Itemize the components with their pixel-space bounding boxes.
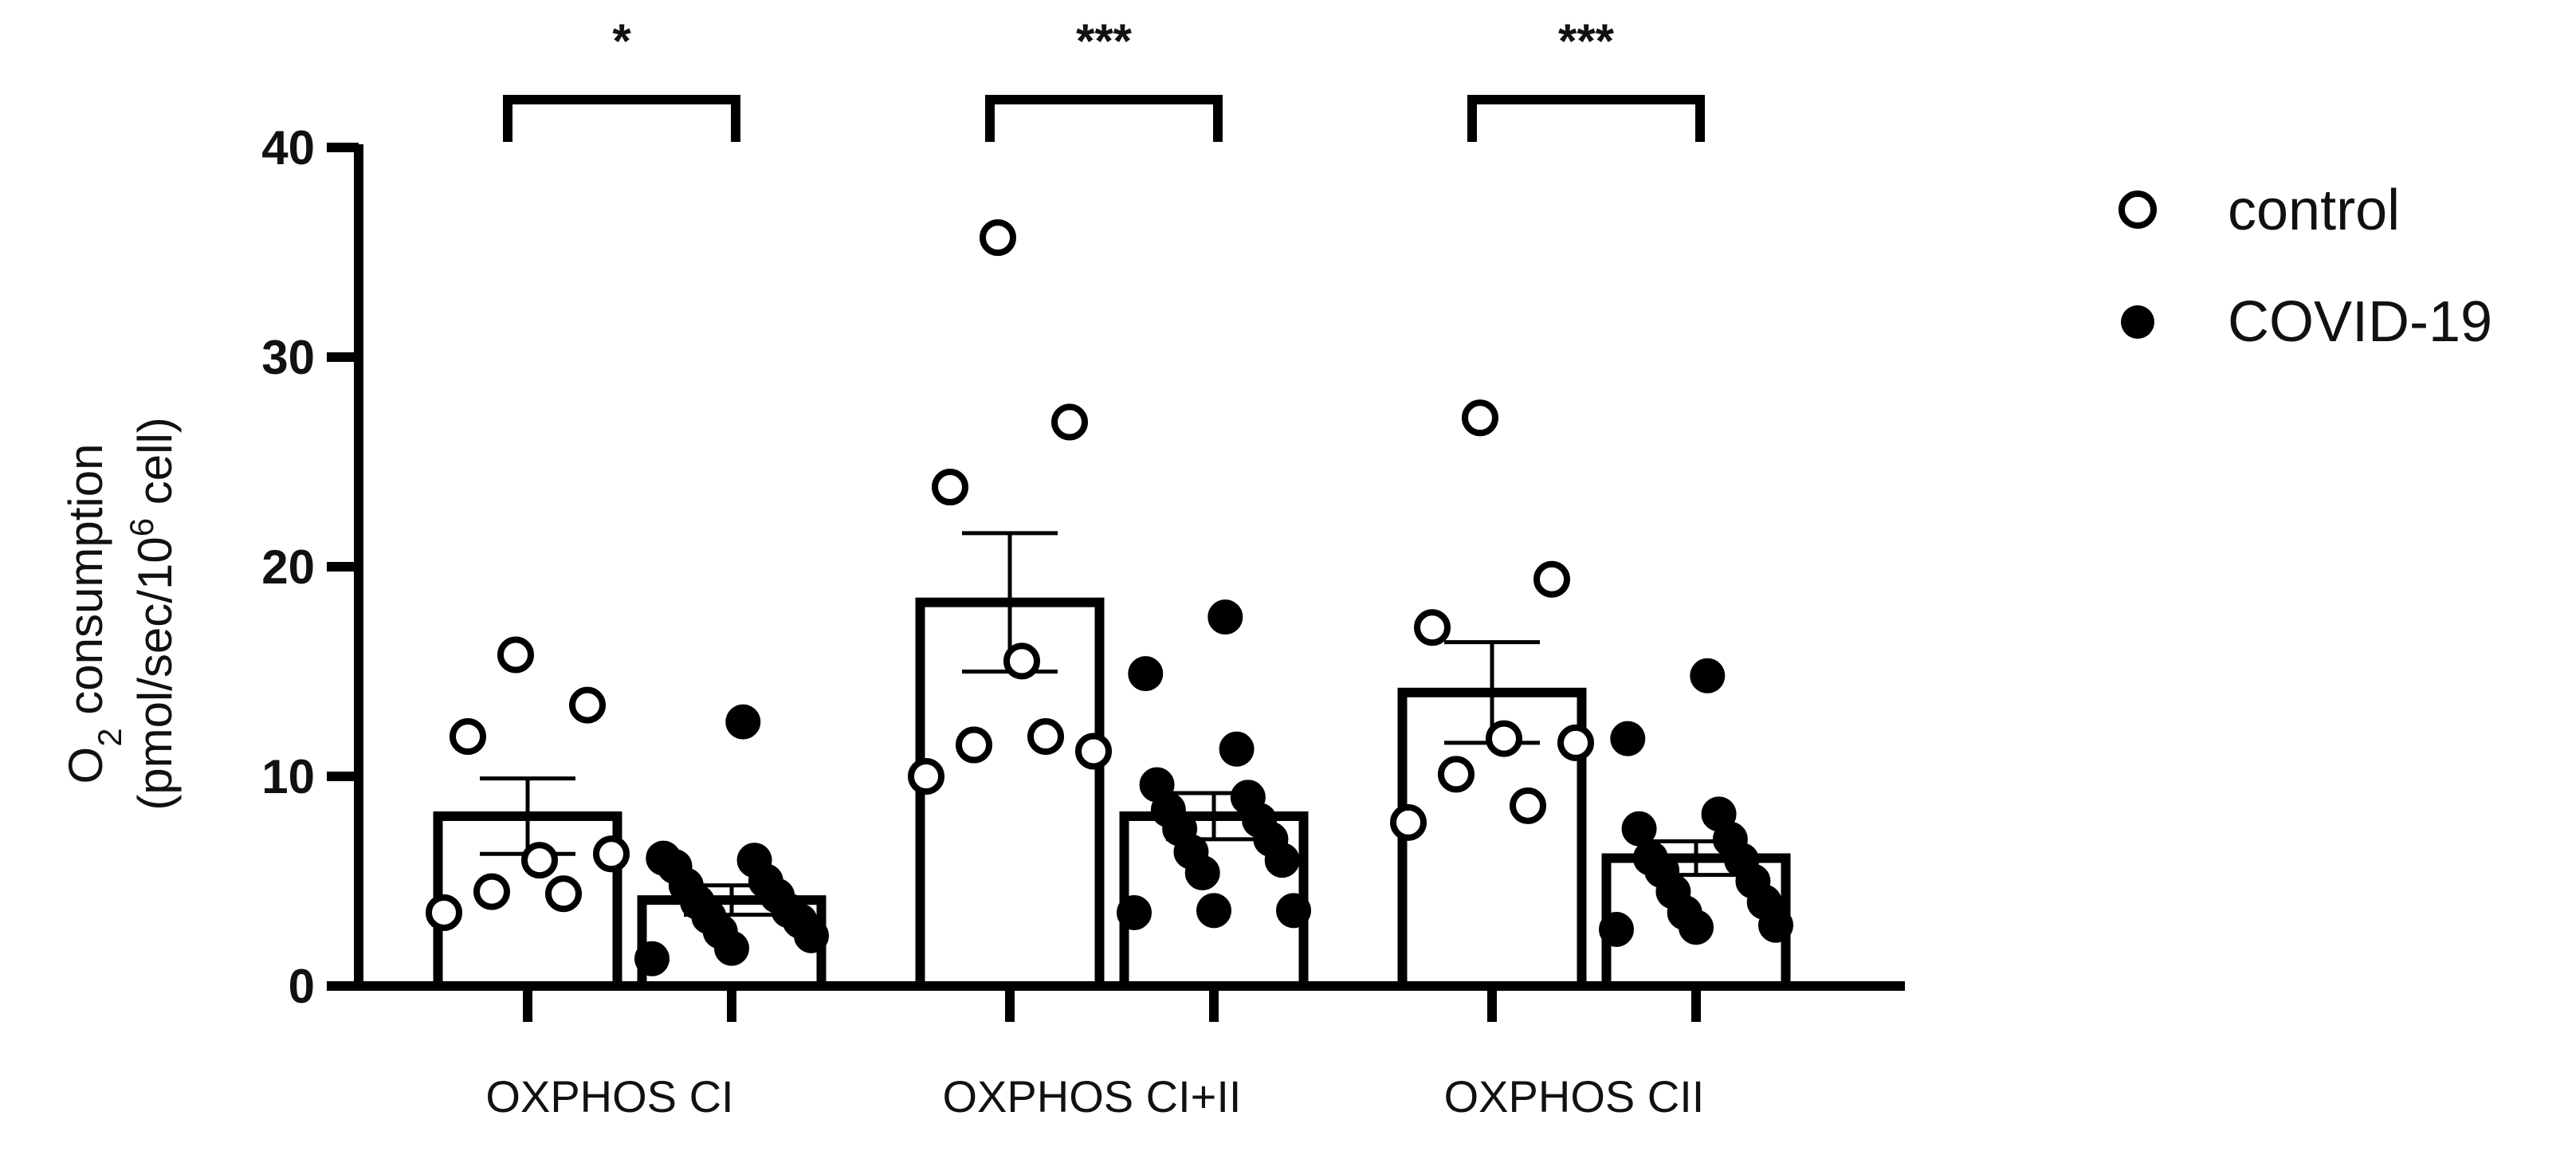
point-covid — [1701, 796, 1737, 832]
point-control — [1003, 642, 1040, 680]
y-tick-label: 10 — [261, 750, 315, 803]
point-covid — [1632, 840, 1668, 876]
point-control — [980, 219, 1016, 257]
point-control — [1462, 399, 1498, 437]
y-axis-label-line1-main: O — [59, 747, 112, 784]
point-control — [956, 726, 992, 764]
significance-bracket — [503, 95, 740, 142]
legend-marker-control — [2119, 191, 2157, 229]
point-control — [521, 842, 558, 879]
point-control — [1510, 787, 1546, 824]
bars — [433, 597, 1791, 992]
point-control — [1390, 803, 1427, 841]
data-points — [426, 219, 1793, 976]
legend-label-control: control — [2228, 179, 2400, 242]
point-control — [497, 636, 534, 674]
y-tick-label: 30 — [261, 331, 315, 384]
point-control — [1438, 756, 1475, 793]
point-control — [569, 686, 606, 724]
point-control — [545, 875, 582, 913]
point-control — [908, 758, 944, 795]
point-covid — [1219, 731, 1255, 767]
point-covid — [1621, 811, 1657, 847]
point-control — [1557, 724, 1594, 761]
point-covid — [1690, 658, 1726, 693]
y-axis-label-line2-main: (pmol/sec/10 — [128, 536, 182, 810]
x-category-label: OXPHOS CI+II — [943, 1071, 1242, 1122]
point-covid — [1117, 894, 1152, 930]
legend-marker-covid — [2121, 305, 2154, 339]
significance-bracket — [985, 95, 1223, 142]
point-covid — [1208, 599, 1243, 635]
legend-label-covid: COVID-19 — [2228, 290, 2492, 354]
point-covid — [736, 843, 772, 878]
point-control — [426, 894, 462, 931]
point-control — [473, 873, 510, 910]
significance-label: * — [612, 14, 631, 68]
significance-brackets: * *** *** — [503, 14, 1705, 142]
point-control — [450, 718, 486, 756]
point-covid — [1599, 911, 1634, 947]
y-axis-label-line1: O2 consumption — [59, 444, 128, 784]
legend: control COVID-19 — [2119, 179, 2492, 354]
x-category-label: OXPHOS CI — [485, 1071, 733, 1122]
y-axis-label-line2: (pmol/sec/106 cell) — [123, 417, 183, 811]
point-control — [1533, 560, 1570, 598]
point-control — [1075, 733, 1112, 770]
significance-bracket — [1467, 95, 1705, 142]
y-axis-label-line1-rest: consumption — [59, 444, 112, 729]
point-control — [932, 469, 968, 506]
point-covid — [634, 941, 670, 976]
point-control — [1486, 720, 1522, 757]
y-tick-label: 40 — [261, 121, 315, 175]
point-covid — [1196, 893, 1231, 929]
point-covid — [1139, 767, 1175, 803]
significance-label: *** — [1076, 14, 1133, 68]
y-axis-label-line1-sub: 2 — [91, 728, 128, 746]
y-tick-label: 20 — [261, 540, 315, 594]
point-covid — [725, 704, 761, 740]
point-control — [1051, 403, 1088, 441]
point-covid — [1610, 721, 1646, 756]
point-covid — [646, 840, 681, 876]
y-axis-label-line2-sup: 6 — [123, 518, 160, 536]
significance-label: *** — [1558, 14, 1615, 68]
point-covid — [1276, 893, 1311, 929]
y-tick-label: 0 — [289, 960, 315, 1013]
point-control — [593, 835, 630, 873]
point-covid — [1128, 656, 1164, 692]
point-control — [1027, 718, 1064, 756]
y-axis-label-line2-rest: cell) — [128, 417, 182, 518]
point-control — [1414, 609, 1451, 646]
x-category-label: OXPHOS CII — [1444, 1071, 1705, 1122]
point-covid — [1230, 780, 1266, 815]
